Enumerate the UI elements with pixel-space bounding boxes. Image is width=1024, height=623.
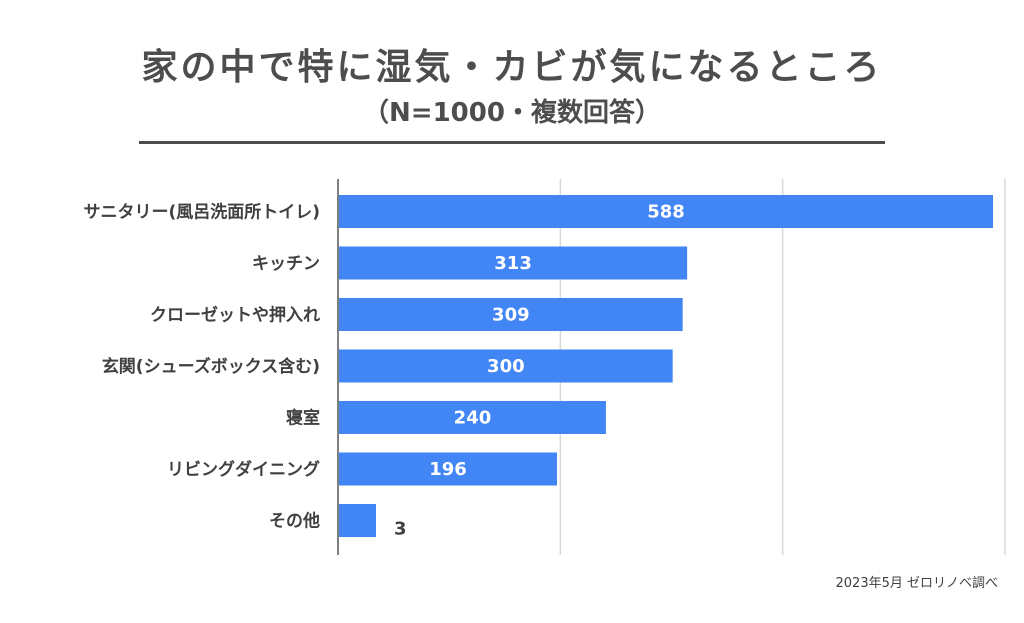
chart-title: 家の中で特に湿気・カビが気になるところ: [141, 47, 883, 88]
bar: [339, 195, 993, 228]
bar: [339, 349, 673, 383]
value-label: 300: [487, 356, 525, 377]
value-labels: 588 313 309 300 240 196 3: [394, 202, 685, 540]
bar: [339, 298, 683, 331]
category-label: 寝室: [286, 408, 320, 429]
value-label: 3: [394, 519, 407, 540]
bar: [339, 452, 557, 486]
category-label: クローゼットや押入れ: [150, 305, 320, 326]
value-label: 313: [494, 253, 532, 274]
category-label: サニタリー(風呂洗面所トイレ): [83, 202, 320, 223]
category-labels: サニタリー(風呂洗面所トイレ) キッチンクローゼットや押入れ玄関(シューズボックス…: [83, 202, 320, 532]
category-label: 玄関(シューズボックス含む): [102, 356, 320, 377]
value-label: 309: [492, 305, 530, 326]
bar: [339, 246, 688, 280]
bar: [339, 504, 376, 537]
chart-subtitle: （N=1000・複数回答）: [363, 98, 661, 128]
title-divider: [139, 141, 885, 144]
bars: [339, 195, 993, 537]
value-label: 196: [429, 459, 467, 480]
category-label: その他: [269, 511, 320, 532]
source-note: 2023年5月 ゼロリノベ調べ: [835, 576, 999, 591]
value-label: 588: [647, 202, 685, 223]
category-label: リビングダイニング: [167, 459, 320, 480]
category-label: キッチン: [252, 254, 320, 274]
bar: [339, 401, 606, 434]
value-label: 240: [454, 408, 492, 429]
